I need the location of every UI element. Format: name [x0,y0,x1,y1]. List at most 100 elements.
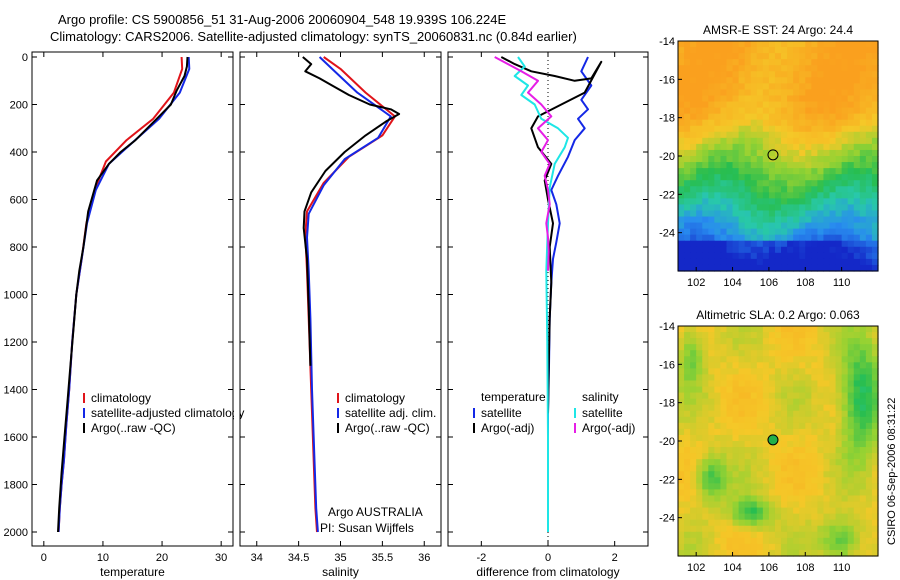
sla_map-cell [865,392,873,400]
sla_map-cell [732,453,740,460]
sst_map-cell [738,216,746,224]
sla_map-cell [702,513,709,521]
sla_map-cell [708,326,715,333]
sst_map-cell [690,137,697,145]
sst_map-cell [817,53,825,60]
sla_map-cell [805,519,812,527]
sst_map-cell [829,222,837,230]
sla_map-cell [750,326,758,333]
sst_map-cell [744,240,752,248]
sla_map-cell [678,537,685,545]
sla_map-cell [684,356,691,363]
sst_map-cell [732,174,740,181]
sla_map-cell [690,386,697,394]
sla_map-cell [756,380,764,388]
sst_map-cell [762,125,770,133]
sla_map-cell [829,483,837,491]
sst_map-cell [696,107,703,115]
sla_map-cell [835,428,843,436]
sla_map-cell [762,332,770,339]
sla_map-cell [768,513,776,521]
sst_map-cell [835,210,843,218]
sst_map-cell [768,180,776,187]
sla_map-cell [744,441,752,448]
sla_map-cell [823,447,831,454]
sst_map-cell [690,252,697,260]
sla_map-cell [859,374,867,382]
sst_map-cell [823,89,831,97]
sst_map-cell [768,264,776,272]
sla_map-cell [756,374,764,382]
sst_map-cell [750,258,758,266]
sla_map-cell [750,513,758,521]
sst_map-cell [690,53,697,60]
sst_map-cell [696,198,703,206]
sst_map-cell [793,119,800,127]
sla_map-cell [702,489,709,497]
sla_map-cell [853,501,861,509]
sst_map-cell [847,71,855,78]
sla_map-cell [829,350,837,357]
sst_map-cell [732,107,740,115]
sla_map-cell [871,356,879,363]
sst_map-cell [829,47,837,54]
sla_map-cell [726,362,734,369]
sst_map-cell [762,71,770,78]
sla_map-cell [847,356,855,363]
sla_map-cell [762,428,770,436]
sst_map-cell [787,149,794,157]
sst_map-cell [793,156,800,163]
sla_map-cell [732,501,740,509]
salinity-legend-argo-label: Argo(..raw -QC) [345,421,430,435]
sst_map-cell [732,137,740,145]
sst_map-cell [750,131,758,139]
sst_map-cell [756,210,764,218]
sst_map-cell [774,210,782,218]
sst_map-cell [781,156,788,163]
sla_map-cell [835,471,843,478]
sst_map-cell [768,204,776,212]
sla_map-cell [817,386,825,394]
sst_map-cell [762,222,770,230]
sla_map-cell [799,422,806,430]
sst_map-cell [799,198,806,206]
sla_map-cell [799,501,806,509]
sst_map-cell [696,89,703,97]
sla_map-cell [696,428,703,436]
sst_map-cell [841,210,849,218]
sla_map-cell [768,344,776,351]
sst_map-cell [859,186,867,193]
sla_map-cell [762,537,770,545]
sst_map-cell [871,168,879,175]
sla_map-cell [738,507,746,515]
sst_map-cell [714,198,722,206]
sst_map-cell [696,149,703,157]
sst_map-cell [853,131,861,139]
sst_map-cell [865,107,873,115]
sst_map-cell [762,156,770,163]
sla_map-cell [781,338,788,345]
sla_map-cell [841,447,849,454]
sst_map-cell [714,168,722,175]
sla_map-cell [714,507,722,515]
sst_map-cell [762,240,770,248]
sst_map-cell [793,222,800,230]
sla_map-cell [678,398,685,406]
temperature-xtick-label: 30 [215,552,227,564]
sla_map-cell [847,447,855,454]
sla_map-cell [835,477,843,484]
sst_map-cell [793,113,800,121]
sla_map-cell [793,392,800,400]
sla_map-cell [817,362,825,369]
sst_map-cell [774,41,782,48]
sst_map-cell [853,180,861,187]
sla_map-cell [865,332,873,339]
sst_map-cell [817,41,825,48]
sst_map-cell [847,198,855,206]
sst_map-cell [841,65,849,72]
sla_map-cell [750,368,758,376]
sla_map-cell [678,416,685,424]
sla_map-cell [774,483,782,491]
sst_map-frame [677,40,879,272]
sst_map-cell [871,47,879,54]
